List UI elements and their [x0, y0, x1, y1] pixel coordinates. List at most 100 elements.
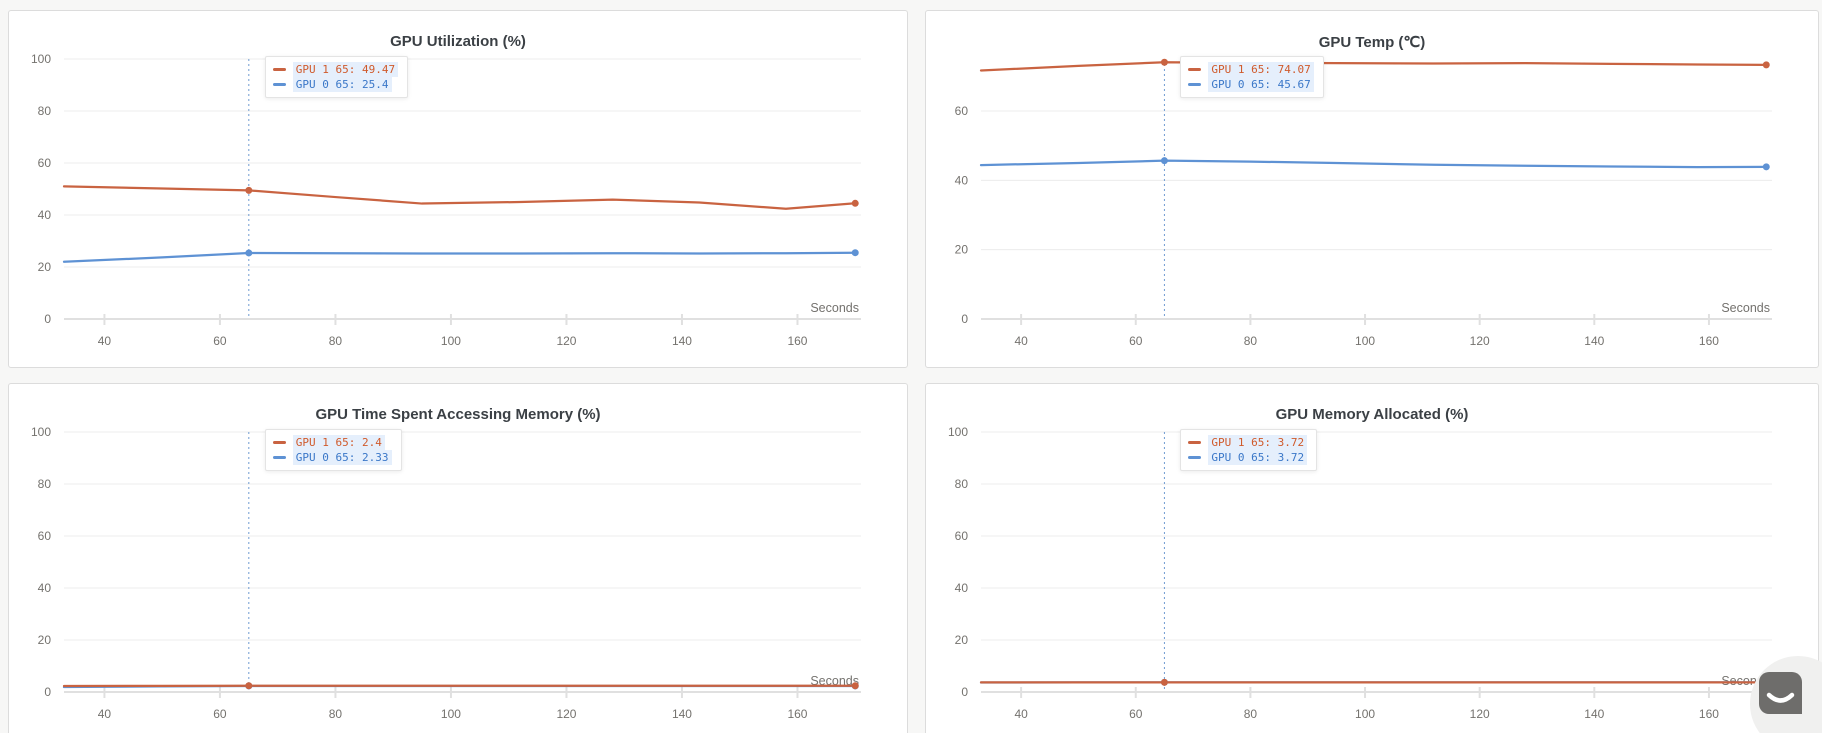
gpu-1-point-marker — [851, 199, 859, 207]
y-tick-label: 60 — [955, 104, 969, 118]
tooltip-value-text: GPU 1 65: 2.4 — [292, 435, 385, 450]
series-dash-icon — [272, 68, 286, 71]
tooltip-value-text: GPU 0 65: 45.67 — [1208, 77, 1314, 92]
chart-title-gpu-utilization: GPU Utilization (%) — [390, 33, 526, 50]
x-tick-label: 80 — [1244, 707, 1258, 721]
y-tick-label: 100 — [31, 52, 51, 66]
tooltip-row: GPU 0 65: 25.4 — [272, 77, 398, 92]
gpu-0-point-marker — [1762, 163, 1770, 171]
x-tick-label: 100 — [1355, 334, 1375, 348]
y-tick-label: 80 — [38, 477, 52, 491]
gpu-0-line — [979, 159, 1768, 169]
x-tick-label: 80 — [329, 707, 343, 721]
chart-plot-gpu-utilization[interactable]: 0 20 40 60 80 100 40 60 80 100 120 140 160 Seconds GPU… — [9, 11, 907, 367]
x-tick-label: 100 — [441, 707, 461, 721]
x-tick-label: 80 — [329, 334, 343, 348]
gpu-1-point-marker — [1160, 58, 1168, 66]
tooltip-row: GPU 0 65: 45.67 — [1188, 77, 1314, 92]
hover-tooltip: GPU 1 65: 3.72 GPU 0 65: 3.72 — [1180, 429, 1318, 471]
y-tick-label: 0 — [44, 685, 51, 699]
y-tick-label: 40 — [38, 581, 52, 595]
x-axis-title: Seconds — [810, 674, 859, 688]
tooltip-value-text: GPU 1 65: 74.07 — [1208, 62, 1314, 77]
tooltip-value-text: GPU 0 65: 3.72 — [1208, 450, 1308, 465]
series-dash-icon — [1188, 441, 1202, 444]
series-dash-icon — [272, 456, 286, 459]
x-tick-label: 40 — [1014, 334, 1028, 348]
gpu-time-accessing-memory-svg: 0 20 40 60 80 100 40 60 80 100 120 140 160 Seconds — [31, 425, 861, 721]
y-tick-label: 80 — [955, 477, 969, 491]
x-tick-label: 120 — [1470, 334, 1490, 348]
x-axis-title: Seconds — [1721, 301, 1770, 315]
chart-plot-gpu-temp[interactable]: 0 20 40 60 40 60 80 100 120 140 160 Seconds GPU 1 65… — [926, 11, 1818, 367]
y-tick-label: 100 — [948, 425, 968, 439]
gpu-0-point-marker — [851, 249, 859, 257]
x-tick-label: 60 — [1129, 707, 1143, 721]
x-tick-label: 40 — [98, 707, 112, 721]
chart-title-gpu-memory-allocated: GPU Memory Allocated (%) — [1275, 406, 1469, 423]
x-tick-label: 60 — [213, 707, 227, 721]
x-tick-label: 140 — [1584, 707, 1604, 721]
y-tick-label: 60 — [38, 156, 52, 170]
gpu-1-point-marker — [851, 682, 859, 690]
x-tick-label: 140 — [672, 707, 692, 721]
gpu-1-point-marker — [245, 682, 253, 690]
y-tick-label: 0 — [961, 685, 968, 699]
chart-title-gpu-temp: GPU Temp (℃) — [1318, 34, 1426, 51]
panel-gpu-memory-allocated: GPU Memory Allocated (%) 0 20 40 60 80 100 40 6… — [925, 383, 1819, 733]
y-tick-label: 20 — [38, 633, 52, 647]
chart-plot-gpu-memory-allocated[interactable]: 0 20 40 60 80 100 40 60 80 100 120 140 160 Seconds GPU… — [926, 384, 1818, 733]
x-tick-label: 160 — [787, 707, 807, 721]
tooltip-row: GPU 1 65: 2.4 — [272, 435, 392, 450]
tooltip-value-text: GPU 1 65: 3.72 — [1208, 435, 1308, 450]
series-dash-icon — [272, 441, 286, 444]
gpu-1-point-marker — [245, 186, 253, 194]
chart-plot-gpu-time-accessing-memory[interactable]: 0 20 40 60 80 100 40 60 80 100 120 140 160 Seconds GPU… — [9, 384, 907, 733]
y-tick-label: 0 — [961, 312, 968, 326]
y-tick-label: 20 — [955, 243, 969, 257]
panel-gpu-time-accessing-memory: GPU Time Spent Accessing Memory (%) 0 20 4… — [8, 383, 908, 733]
y-tick-label: 40 — [955, 173, 969, 187]
chart-title-gpu-time-accessing-memory: GPU Time Spent Accessing Memory (%) — [315, 406, 601, 423]
series-dash-icon — [1188, 456, 1202, 459]
x-tick-label: 120 — [1470, 707, 1490, 721]
x-tick-label: 120 — [556, 334, 576, 348]
y-tick-label: 40 — [955, 581, 969, 595]
gpu-0-point-marker — [1160, 157, 1168, 165]
x-tick-label: 80 — [1244, 334, 1258, 348]
x-tick-label: 140 — [1584, 334, 1604, 348]
panel-gpu-utilization: GPU Utilization (%) 0 20 40 60 80 100 40 60 80 10… — [8, 10, 908, 368]
tooltip-value-text: GPU 0 65: 2.33 — [292, 450, 392, 465]
y-tick-label: 80 — [38, 104, 52, 118]
gpu-0-point-marker — [245, 249, 253, 257]
y-tick-label: 60 — [38, 529, 52, 543]
x-tick-label: 120 — [556, 707, 576, 721]
x-tick-label: 160 — [1699, 707, 1719, 721]
y-tick-label: 60 — [955, 529, 969, 543]
gpu-temp-svg: 0 20 40 60 40 60 80 100 120 140 160 Seconds — [955, 58, 1772, 348]
panel-gpu-temp: GPU Temp (℃) 0 20 40 60 40 60 80 100 120 140 160 Se… — [925, 10, 1819, 368]
x-tick-label: 160 — [787, 334, 807, 348]
tooltip-value-text: GPU 1 65: 49.47 — [292, 62, 399, 77]
hover-tooltip: GPU 1 65: 2.4 GPU 0 65: 2.33 — [264, 429, 402, 471]
tooltip-value-text: GPU 0 65: 25.4 — [292, 77, 392, 92]
tooltip-row: GPU 1 65: 49.47 — [272, 62, 399, 77]
hover-tooltip: GPU 1 65: 49.47 GPU 0 65: 25.4 — [264, 56, 409, 98]
x-tick-label: 160 — [1699, 334, 1719, 348]
y-tick-label: 100 — [31, 425, 51, 439]
x-tick-label: 100 — [441, 334, 461, 348]
x-tick-label: 140 — [672, 334, 692, 348]
y-tick-label: 40 — [38, 208, 52, 222]
y-tick-label: 20 — [955, 633, 969, 647]
gpu-1-line — [62, 185, 857, 210]
gpu-1-line — [979, 61, 1768, 72]
hover-tooltip: GPU 1 65: 74.07 GPU 0 65: 45.67 — [1180, 56, 1324, 98]
x-tick-label: 60 — [1129, 334, 1143, 348]
x-tick-label: 40 — [98, 334, 112, 348]
gpu-1-point-marker — [1762, 61, 1770, 69]
y-tick-label: 20 — [38, 260, 52, 274]
x-tick-label: 100 — [1355, 707, 1375, 721]
tooltip-row: GPU 0 65: 3.72 — [1188, 450, 1308, 465]
series-dash-icon — [1188, 83, 1202, 86]
